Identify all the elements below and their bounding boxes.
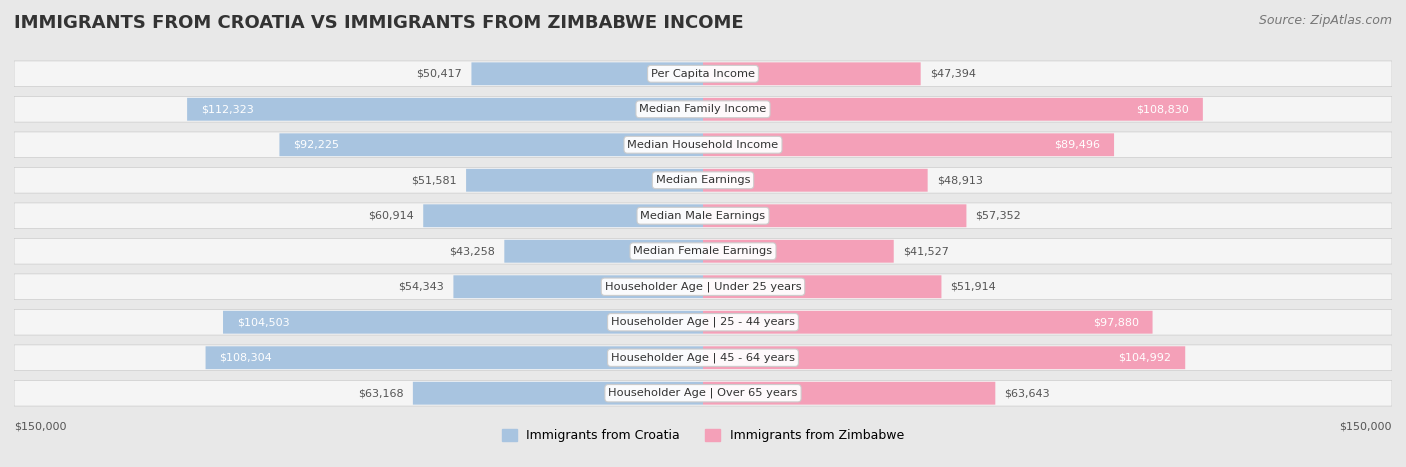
Text: $63,168: $63,168 xyxy=(359,388,404,398)
FancyBboxPatch shape xyxy=(14,274,1392,300)
FancyBboxPatch shape xyxy=(703,169,928,191)
FancyBboxPatch shape xyxy=(703,134,1114,156)
FancyBboxPatch shape xyxy=(14,309,1392,335)
FancyBboxPatch shape xyxy=(703,382,995,404)
FancyBboxPatch shape xyxy=(505,240,703,262)
FancyBboxPatch shape xyxy=(14,132,1392,158)
FancyBboxPatch shape xyxy=(423,205,703,227)
Text: Median Household Income: Median Household Income xyxy=(627,140,779,150)
Text: $50,417: $50,417 xyxy=(416,69,463,79)
FancyBboxPatch shape xyxy=(703,98,1204,120)
Text: $104,992: $104,992 xyxy=(1118,353,1171,363)
Legend: Immigrants from Croatia, Immigrants from Zimbabwe: Immigrants from Croatia, Immigrants from… xyxy=(496,425,910,447)
Text: Householder Age | Over 65 years: Householder Age | Over 65 years xyxy=(609,388,797,398)
FancyBboxPatch shape xyxy=(205,347,703,369)
Text: $92,225: $92,225 xyxy=(294,140,339,150)
Text: Median Earnings: Median Earnings xyxy=(655,175,751,185)
Text: $104,503: $104,503 xyxy=(236,317,290,327)
Text: Per Capita Income: Per Capita Income xyxy=(651,69,755,79)
Text: $89,496: $89,496 xyxy=(1054,140,1101,150)
Text: Median Male Earnings: Median Male Earnings xyxy=(641,211,765,221)
Text: $51,914: $51,914 xyxy=(950,282,997,292)
FancyBboxPatch shape xyxy=(703,240,894,262)
FancyBboxPatch shape xyxy=(14,167,1392,193)
FancyBboxPatch shape xyxy=(703,276,942,298)
Text: IMMIGRANTS FROM CROATIA VS IMMIGRANTS FROM ZIMBABWE INCOME: IMMIGRANTS FROM CROATIA VS IMMIGRANTS FR… xyxy=(14,14,744,32)
Text: $54,343: $54,343 xyxy=(398,282,444,292)
FancyBboxPatch shape xyxy=(14,345,1392,371)
Text: $112,323: $112,323 xyxy=(201,104,253,114)
FancyBboxPatch shape xyxy=(453,276,703,298)
Text: $60,914: $60,914 xyxy=(368,211,413,221)
FancyBboxPatch shape xyxy=(703,63,921,85)
Text: $108,304: $108,304 xyxy=(219,353,273,363)
Text: Median Family Income: Median Family Income xyxy=(640,104,766,114)
Text: $48,913: $48,913 xyxy=(936,175,983,185)
Text: Householder Age | Under 25 years: Householder Age | Under 25 years xyxy=(605,282,801,292)
Text: $108,830: $108,830 xyxy=(1136,104,1189,114)
Text: $150,000: $150,000 xyxy=(1340,422,1392,432)
Text: $97,880: $97,880 xyxy=(1092,317,1139,327)
FancyBboxPatch shape xyxy=(14,96,1392,122)
Text: $63,643: $63,643 xyxy=(1004,388,1050,398)
Text: $51,581: $51,581 xyxy=(412,175,457,185)
Text: $41,527: $41,527 xyxy=(903,246,949,256)
FancyBboxPatch shape xyxy=(471,63,703,85)
FancyBboxPatch shape xyxy=(14,380,1392,406)
Text: Householder Age | 45 - 64 years: Householder Age | 45 - 64 years xyxy=(612,353,794,363)
Text: $47,394: $47,394 xyxy=(929,69,976,79)
FancyBboxPatch shape xyxy=(14,61,1392,87)
Text: Source: ZipAtlas.com: Source: ZipAtlas.com xyxy=(1258,14,1392,27)
FancyBboxPatch shape xyxy=(224,311,703,333)
FancyBboxPatch shape xyxy=(413,382,703,404)
Text: Median Female Earnings: Median Female Earnings xyxy=(634,246,772,256)
FancyBboxPatch shape xyxy=(703,205,966,227)
FancyBboxPatch shape xyxy=(14,203,1392,229)
Text: $57,352: $57,352 xyxy=(976,211,1021,221)
FancyBboxPatch shape xyxy=(187,98,703,120)
FancyBboxPatch shape xyxy=(14,238,1392,264)
Text: $43,258: $43,258 xyxy=(450,246,495,256)
Text: $150,000: $150,000 xyxy=(14,422,66,432)
FancyBboxPatch shape xyxy=(280,134,703,156)
Text: Householder Age | 25 - 44 years: Householder Age | 25 - 44 years xyxy=(612,317,794,327)
FancyBboxPatch shape xyxy=(703,347,1185,369)
FancyBboxPatch shape xyxy=(467,169,703,191)
FancyBboxPatch shape xyxy=(703,311,1153,333)
